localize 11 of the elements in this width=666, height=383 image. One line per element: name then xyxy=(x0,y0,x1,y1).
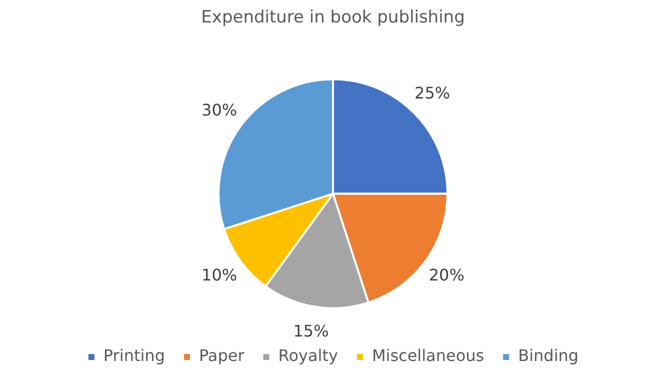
data-label: 25% xyxy=(414,84,450,103)
data-label: 15% xyxy=(293,322,329,341)
legend-label: Printing xyxy=(103,346,165,366)
legend-label: Binding xyxy=(518,346,579,366)
data-label: 30% xyxy=(202,100,238,120)
legend-label: Paper xyxy=(198,346,245,366)
data-label: 20% xyxy=(428,265,464,284)
chart-title: Expenditure in book publishing xyxy=(201,8,465,28)
legend-label: Royalty xyxy=(278,346,338,366)
legend-label: Miscellaneous xyxy=(372,346,484,366)
data-label: 10% xyxy=(202,265,238,284)
